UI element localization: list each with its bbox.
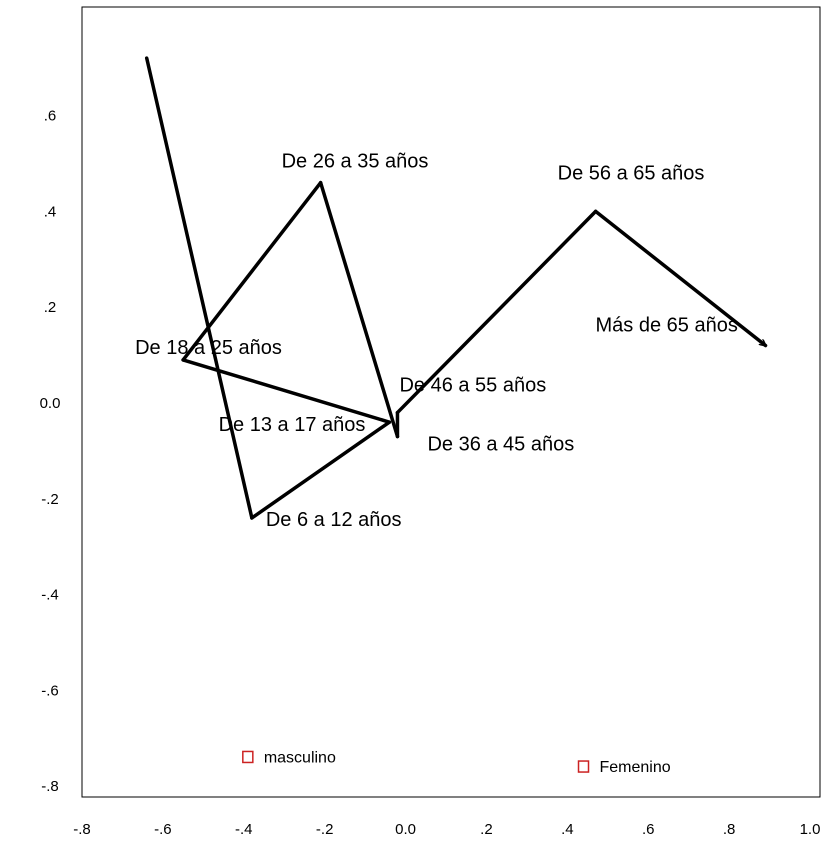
x-tick-label: -.4	[235, 821, 253, 838]
x-tick-label: 1.0	[800, 821, 821, 838]
group-label: Femenino	[600, 759, 671, 776]
y-tick-label: -.2	[41, 491, 59, 508]
y-tick-label: -.6	[41, 682, 59, 699]
x-axis: -.8 -.6 -.4 -.2 0.0 .2 .4 .6 .8 1.0	[73, 821, 820, 838]
trajectory-segment	[395, 209, 598, 415]
point-labels: De 6 a 12 años De 13 a 17 años De 18 a 25 …	[135, 151, 738, 531]
y-tick-label: -.4	[41, 587, 59, 604]
trajectory	[144, 56, 766, 520]
x-tick-label: -.2	[316, 821, 334, 838]
x-tick-label: 0.0	[395, 821, 416, 838]
trajectory-segment	[318, 180, 400, 439]
x-tick-label: -.8	[73, 821, 91, 838]
point-label: De 6 a 12 años	[266, 509, 402, 531]
y-tick-label: -.8	[41, 778, 59, 795]
trajectory-segment	[250, 420, 392, 520]
point-label: De 18 a 25 años	[135, 337, 282, 359]
y-tick-label: .4	[44, 203, 57, 220]
y-tick-label: .2	[44, 299, 57, 316]
point-label: Más de 65 años	[596, 315, 738, 337]
group-marker	[577, 760, 590, 773]
x-tick-label: .4	[561, 821, 574, 838]
point-label: De 36 a 45 años	[427, 434, 574, 456]
x-tick-label: .8	[723, 821, 736, 838]
point-label: De 56 a 65 años	[558, 162, 705, 184]
point-label: De 46 a 55 años	[399, 375, 546, 397]
plot-frame	[81, 6, 821, 798]
trajectory-segment	[181, 180, 323, 362]
x-tick-label: .6	[642, 821, 655, 838]
trajectory-segment	[181, 358, 392, 424]
point-label: De 13 a 17 años	[219, 414, 366, 436]
y-tick-label: 0.0	[40, 395, 61, 412]
x-tick-label: -.6	[154, 821, 172, 838]
group-markers: masculino Femenino	[242, 749, 671, 776]
point-label: De 26 a 35 años	[282, 151, 429, 173]
trajectory-segment	[593, 209, 766, 348]
trajectory-segment	[144, 56, 254, 520]
y-tick-label: .6	[44, 108, 57, 125]
group-marker	[242, 750, 254, 764]
x-tick-label: .2	[480, 821, 493, 838]
group-label: masculino	[264, 749, 336, 766]
y-axis: .6 .4 .2 0.0 -.2 -.4 -.6 -.8	[40, 108, 61, 796]
